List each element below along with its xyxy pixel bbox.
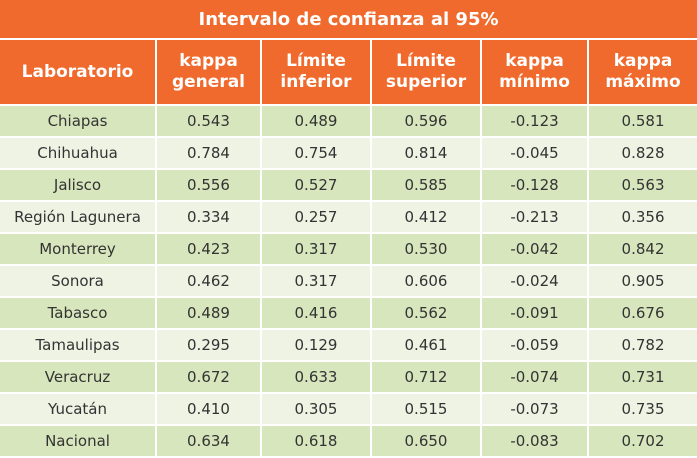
value-cell-kappa-general: 0.672 — [156, 361, 262, 394]
lab-name-cell: Tabasco — [0, 297, 157, 330]
table-row: Chihuahua 0.784 0.754 0.814 -0.045 0.828 — [0, 137, 697, 170]
value-cell-kappa-maximo: 0.702 — [588, 425, 697, 458]
value-cell-kappa-general: 0.634 — [156, 425, 262, 458]
value-cell-kappa-minimo: -0.073 — [481, 393, 589, 426]
column-header-line2: general — [171, 72, 245, 92]
value-cell-limite-inferior: 0.489 — [261, 105, 372, 138]
table-row: Veracruz 0.672 0.633 0.712 -0.074 0.731 — [0, 361, 697, 394]
table-row: Jalisco 0.556 0.527 0.585 -0.128 0.563 — [0, 169, 697, 202]
value-cell-limite-inferior: 0.633 — [261, 361, 372, 394]
lab-name-cell: Región Lagunera — [0, 201, 157, 234]
lab-name-cell: Sonora — [0, 265, 157, 298]
value-cell-limite-inferior: 0.257 — [261, 201, 372, 234]
column-header-line2: mínimo — [499, 72, 570, 92]
lab-name-cell: Veracruz — [0, 361, 157, 394]
column-header-line1: kappa — [613, 51, 673, 71]
lab-name-cell: Monterrey — [0, 233, 157, 266]
value-cell-kappa-general: 0.556 — [156, 169, 262, 202]
value-cell-limite-superior: 0.585 — [371, 169, 482, 202]
column-header-limite-superior: Límite superior — [371, 39, 482, 106]
value-cell-kappa-maximo: 0.782 — [588, 329, 697, 362]
value-cell-kappa-general: 0.462 — [156, 265, 262, 298]
value-cell-kappa-general: 0.295 — [156, 329, 262, 362]
column-header-line1: Límite — [286, 51, 346, 71]
lab-name-cell: Chihuahua — [0, 137, 157, 170]
column-header-kappa-general: kappa general — [156, 39, 262, 106]
value-cell-kappa-minimo: -0.045 — [481, 137, 589, 170]
value-cell-kappa-maximo: 0.905 — [588, 265, 697, 298]
value-cell-kappa-maximo: 0.842 — [588, 233, 697, 266]
value-cell-limite-inferior: 0.317 — [261, 265, 372, 298]
table-row: Chiapas 0.543 0.489 0.596 -0.123 0.581 — [0, 105, 697, 138]
lab-name-cell: Nacional — [0, 425, 157, 458]
column-header-limite-inferior: Límite inferior — [261, 39, 372, 106]
header-row: Laboratorio kappa general Límite inferior Lím… — [0, 39, 697, 106]
table-row: Tabasco 0.489 0.416 0.562 -0.091 0.676 — [0, 297, 697, 330]
lab-name-cell: Chiapas — [0, 105, 157, 138]
table-title: Intervalo de confianza al 95% — [0, 0, 697, 40]
value-cell-kappa-general: 0.784 — [156, 137, 262, 170]
table-row: Yucatán 0.410 0.305 0.515 -0.073 0.735 — [0, 393, 697, 426]
value-cell-limite-superior: 0.412 — [371, 201, 482, 234]
lab-name-cell: Jalisco — [0, 169, 157, 202]
value-cell-limite-superior: 0.461 — [371, 329, 482, 362]
column-header-kappa-minimo: kappa mínimo — [481, 39, 589, 106]
value-cell-kappa-general: 0.489 — [156, 297, 262, 330]
lab-name-cell: Yucatán — [0, 393, 157, 426]
column-header-kappa-maximo: kappa máximo — [588, 39, 697, 106]
table-body: Chiapas 0.543 0.489 0.596 -0.123 0.581 Chihuah… — [0, 105, 697, 458]
table-row: Sonora 0.462 0.317 0.606 -0.024 0.905 — [0, 265, 697, 298]
value-cell-kappa-maximo: 0.581 — [588, 105, 697, 138]
value-cell-kappa-general: 0.334 — [156, 201, 262, 234]
value-cell-kappa-general: 0.543 — [156, 105, 262, 138]
value-cell-kappa-minimo: -0.213 — [481, 201, 589, 234]
lab-name-cell: Tamaulipas — [0, 329, 157, 362]
value-cell-limite-superior: 0.712 — [371, 361, 482, 394]
value-cell-limite-superior: 0.515 — [371, 393, 482, 426]
value-cell-kappa-minimo: -0.083 — [481, 425, 589, 458]
value-cell-limite-inferior: 0.129 — [261, 329, 372, 362]
value-cell-limite-inferior: 0.317 — [261, 233, 372, 266]
table-row: Monterrey 0.423 0.317 0.530 -0.042 0.842 — [0, 233, 697, 266]
value-cell-kappa-minimo: -0.042 — [481, 233, 589, 266]
column-header-line2: inferior — [280, 72, 352, 92]
value-cell-limite-inferior: 0.416 — [261, 297, 372, 330]
value-cell-limite-superior: 0.596 — [371, 105, 482, 138]
value-cell-kappa-minimo: -0.024 — [481, 265, 589, 298]
value-cell-kappa-maximo: 0.563 — [588, 169, 697, 202]
value-cell-kappa-general: 0.410 — [156, 393, 262, 426]
column-header-line2: máximo — [605, 72, 681, 92]
value-cell-kappa-general: 0.423 — [156, 233, 262, 266]
value-cell-kappa-minimo: -0.123 — [481, 105, 589, 138]
value-cell-limite-inferior: 0.618 — [261, 425, 372, 458]
column-header-laboratorio: Laboratorio — [0, 39, 157, 106]
value-cell-kappa-maximo: 0.676 — [588, 297, 697, 330]
value-cell-kappa-maximo: 0.731 — [588, 361, 697, 394]
value-cell-kappa-minimo: -0.128 — [481, 169, 589, 202]
column-header-line1: Laboratorio — [21, 61, 134, 82]
value-cell-limite-superior: 0.814 — [371, 137, 482, 170]
table-row: Región Lagunera 0.334 0.257 0.412 -0.213 0.35… — [0, 201, 697, 234]
value-cell-kappa-maximo: 0.828 — [588, 137, 697, 170]
table-row: Tamaulipas 0.295 0.129 0.461 -0.059 0.782 — [0, 329, 697, 362]
column-header-line1: kappa — [179, 51, 238, 71]
value-cell-limite-superior: 0.530 — [371, 233, 482, 266]
column-header-line1: kappa — [505, 51, 564, 71]
value-cell-limite-inferior: 0.305 — [261, 393, 372, 426]
value-cell-kappa-maximo: 0.356 — [588, 201, 697, 234]
value-cell-kappa-minimo: -0.091 — [481, 297, 589, 330]
value-cell-limite-inferior: 0.527 — [261, 169, 372, 202]
value-cell-limite-inferior: 0.754 — [261, 137, 372, 170]
value-cell-limite-superior: 0.562 — [371, 297, 482, 330]
value-cell-limite-superior: 0.606 — [371, 265, 482, 298]
column-header-line2: superior — [385, 72, 467, 92]
value-cell-limite-superior: 0.650 — [371, 425, 482, 458]
table-row: Nacional 0.634 0.618 0.650 -0.083 0.702 — [0, 425, 697, 458]
column-header-line1: Límite — [396, 51, 456, 71]
value-cell-kappa-minimo: -0.074 — [481, 361, 589, 394]
value-cell-kappa-minimo: -0.059 — [481, 329, 589, 362]
value-cell-kappa-maximo: 0.735 — [588, 393, 697, 426]
